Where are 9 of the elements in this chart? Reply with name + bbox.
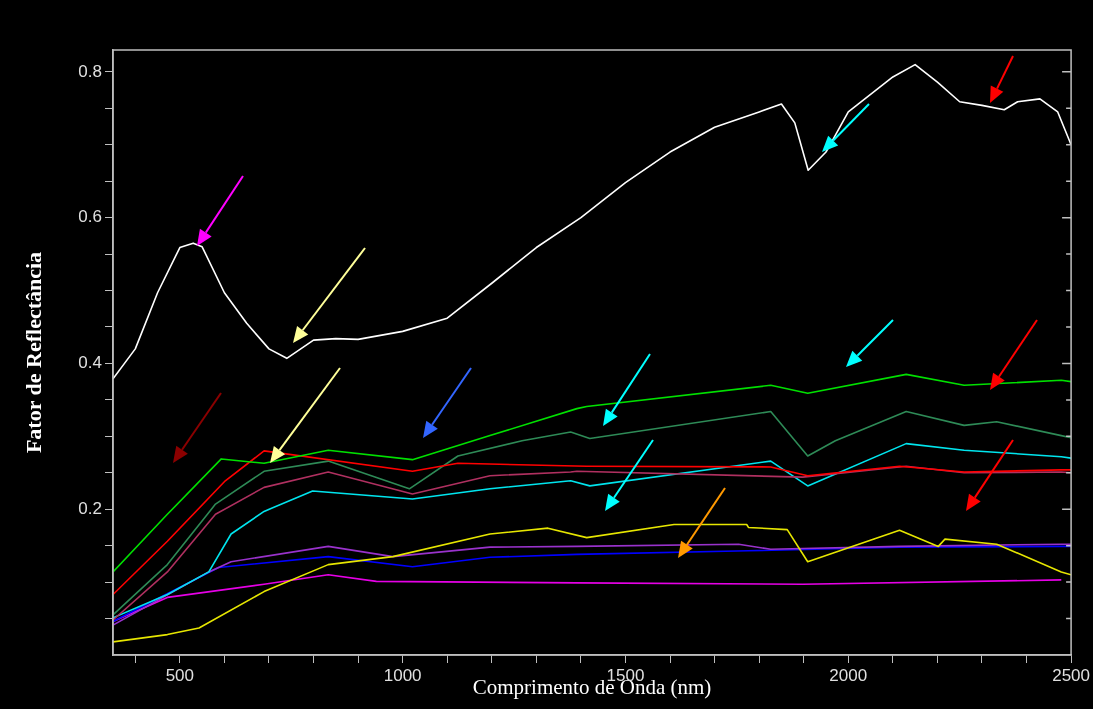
y-tick-label: 0.2	[78, 498, 102, 518]
x-tick-label: 2000	[829, 665, 868, 685]
y-axis-title: Fator de Reflectância	[20, 251, 46, 454]
x-tick-label: 2500	[1052, 665, 1090, 685]
x-tick-label: 500	[165, 665, 195, 685]
y-tick-label: 0.8	[78, 61, 102, 81]
y-tick-label: 0.4	[78, 353, 102, 373]
x-tick-label: 1000	[383, 665, 422, 685]
y-tick-label: 0.6	[78, 207, 102, 227]
